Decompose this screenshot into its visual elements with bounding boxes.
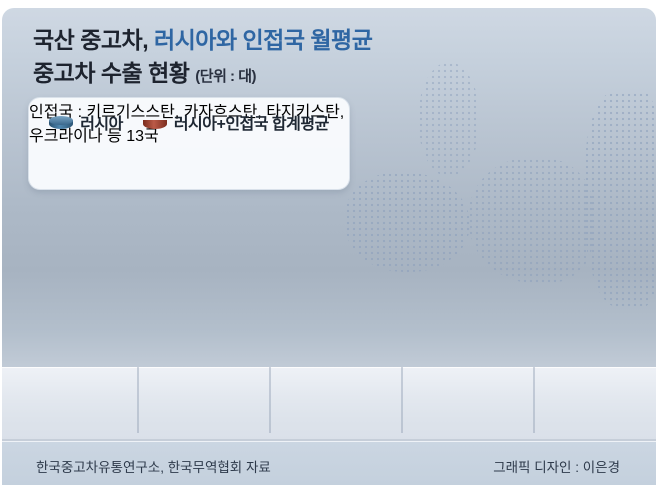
footer-source: 한국중고차유통연구소, 한국무역협회 자료 bbox=[36, 460, 271, 475]
unit-label: (단위 : 대) bbox=[195, 68, 257, 85]
legend-item-average: 러시아+인접국 합계평균 bbox=[142, 110, 330, 134]
footer-band: 한국중고차유통연구소, 한국무역협회 자료 그래픽 디자인 : 이은경 bbox=[2, 441, 656, 485]
title-line-2: 중고차 수출 현황 (단위 : 대) bbox=[33, 57, 372, 93]
world-map-dots-icon bbox=[584, 92, 658, 307]
page-title: 국산 중고차, 러시아와 인접국 월평균 중고차 수출 현황 (단위 : 대) bbox=[33, 24, 373, 93]
world-map-dots-icon bbox=[468, 158, 593, 283]
footer-credit: 그래픽 디자인 : 이은경 bbox=[493, 460, 620, 475]
floor-divider bbox=[401, 367, 403, 433]
note-line-1: 인접국 : 키르기스스탄, 카자흐스탄, 타지키스탄, bbox=[29, 104, 345, 121]
title-blue: 러시아와 인접국 월평균 bbox=[153, 27, 373, 53]
chart-floor bbox=[2, 367, 656, 441]
title-line-1: 국산 중고차, 러시아와 인접국 월평균 bbox=[33, 24, 373, 57]
legend-label-average: 러시아+인접국 합계평균 bbox=[173, 116, 330, 133]
legend-row: 러시아 러시아+인접국 합계평균 bbox=[29, 110, 349, 134]
floor-divider bbox=[269, 367, 271, 433]
title-black: 국산 중고차, bbox=[33, 27, 149, 53]
legend-item-russia: 러시아 bbox=[49, 110, 123, 134]
subtitle: 중고차 수출 현황 bbox=[33, 60, 190, 86]
floor-divider bbox=[533, 367, 535, 433]
world-map-dots-icon bbox=[345, 172, 470, 272]
legend-note: 인접국 : 키르기스스탄, 카자흐스탄, 타지키스탄, 우크라이나 등 13국 bbox=[29, 98, 349, 146]
floor-divider bbox=[137, 367, 139, 433]
blue-cylinder-icon bbox=[49, 115, 74, 129]
note-line-2: 우크라이나 등 13국 bbox=[29, 128, 159, 145]
world-map-dots-icon bbox=[418, 62, 480, 177]
legend-label-russia: 러시아 bbox=[80, 116, 123, 133]
red-cylinder-icon bbox=[142, 116, 167, 129]
legend-box: 러시아 러시아+인접국 합계평균 인접국 : 키르기스스탄, 카자흐스탄, 타지… bbox=[28, 97, 350, 190]
